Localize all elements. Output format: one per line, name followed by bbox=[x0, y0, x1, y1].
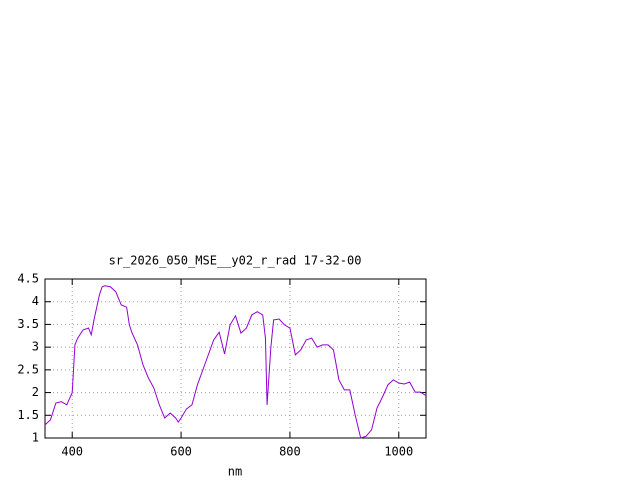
y-tick-label: 3 bbox=[32, 340, 39, 354]
y-tick-label: 4.5 bbox=[17, 272, 39, 286]
plot-border bbox=[44, 278, 427, 439]
data-line bbox=[44, 285, 427, 439]
x-tick-label: 1000 bbox=[384, 445, 413, 459]
x-tick-label: 800 bbox=[279, 445, 301, 459]
y-tick-label: 2 bbox=[32, 385, 39, 399]
chart-title: sr_2026_050_MSE__y02_r_rad 17-32-00 bbox=[109, 254, 362, 268]
y-tick-label: 3.5 bbox=[17, 317, 39, 331]
y-tick-label: 4 bbox=[32, 294, 39, 308]
x-tick-label: 600 bbox=[170, 445, 192, 459]
x-axis-label: nm bbox=[228, 465, 242, 479]
y-tick-label: 1 bbox=[32, 431, 39, 445]
y-tick-label: 1.5 bbox=[17, 408, 39, 422]
x-tick-label: 400 bbox=[61, 445, 83, 459]
y-tick-label: 2.5 bbox=[17, 362, 39, 376]
